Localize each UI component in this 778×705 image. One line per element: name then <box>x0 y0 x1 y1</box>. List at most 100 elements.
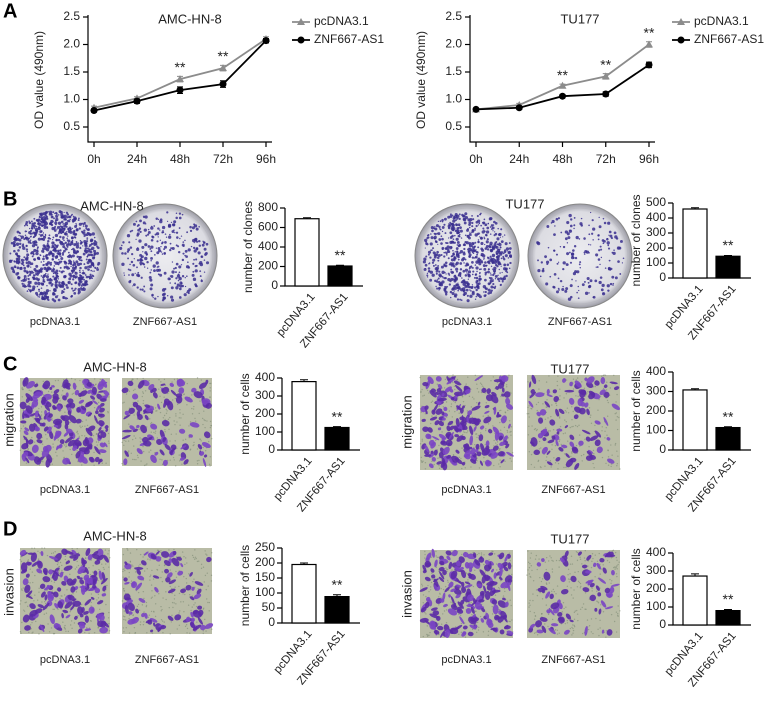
colony <box>156 266 159 268</box>
pore <box>576 425 579 428</box>
cell <box>123 593 131 601</box>
pore <box>137 400 139 402</box>
cell <box>94 456 100 463</box>
pore <box>454 401 456 404</box>
cell <box>459 416 467 421</box>
pore <box>203 410 205 412</box>
pore <box>499 429 502 431</box>
colony <box>608 230 612 234</box>
pore <box>20 600 22 602</box>
cell <box>427 427 433 433</box>
pore <box>176 421 178 423</box>
pore <box>508 420 511 422</box>
cell <box>445 431 452 436</box>
cell <box>506 451 514 457</box>
pore <box>527 561 530 564</box>
colony <box>444 261 448 265</box>
pore <box>501 392 503 394</box>
colony <box>161 253 164 255</box>
colony <box>194 284 198 287</box>
cell <box>102 585 107 592</box>
cell <box>81 606 85 613</box>
pore <box>34 594 36 596</box>
pore <box>510 434 512 436</box>
pore <box>142 377 144 380</box>
cell <box>431 409 436 415</box>
pore <box>558 439 561 441</box>
colony <box>476 270 478 273</box>
cell <box>204 623 214 629</box>
cell <box>422 426 429 432</box>
colony <box>438 238 442 241</box>
colony <box>489 279 493 283</box>
cell <box>77 628 83 634</box>
colony <box>53 229 57 232</box>
colony <box>459 226 462 230</box>
colony <box>200 279 203 283</box>
colony <box>580 224 584 227</box>
pore <box>510 573 513 576</box>
colony <box>68 259 71 263</box>
colony <box>29 239 32 241</box>
colony <box>119 246 123 250</box>
cell <box>469 425 474 436</box>
colony <box>60 232 62 235</box>
pore <box>101 579 104 581</box>
colony <box>463 243 466 245</box>
colony <box>463 262 465 264</box>
cell <box>169 382 175 387</box>
cell <box>140 424 148 434</box>
colony <box>599 276 603 279</box>
cell <box>29 609 38 617</box>
pore <box>474 569 476 572</box>
colony <box>589 211 592 214</box>
colony <box>434 232 437 236</box>
pore <box>92 571 94 573</box>
pore <box>128 632 131 634</box>
cell <box>145 619 152 624</box>
pore <box>510 604 512 607</box>
pore <box>188 425 190 427</box>
colony <box>160 251 163 253</box>
pore <box>194 602 196 604</box>
colony <box>193 242 195 244</box>
cell <box>431 456 436 462</box>
colony <box>121 262 125 266</box>
pore <box>64 444 66 446</box>
pore <box>133 414 135 416</box>
colony <box>598 249 601 252</box>
colony <box>84 224 88 228</box>
pore <box>124 616 126 618</box>
cell <box>85 548 91 557</box>
cell <box>528 381 532 388</box>
colony <box>588 224 590 227</box>
colony <box>150 260 152 262</box>
pore <box>173 459 175 461</box>
colony <box>493 220 496 224</box>
colony <box>60 292 63 295</box>
cell <box>40 591 46 598</box>
pore <box>546 441 549 443</box>
colony <box>453 259 456 262</box>
colony <box>436 279 439 281</box>
colony <box>452 249 454 252</box>
colony <box>80 287 84 291</box>
pore <box>557 468 559 470</box>
cell <box>69 402 76 409</box>
colony <box>52 272 55 275</box>
colony <box>537 259 539 262</box>
colony <box>45 296 49 299</box>
colony <box>607 221 611 225</box>
pore <box>162 597 164 599</box>
pore <box>598 398 600 401</box>
cell <box>198 382 207 390</box>
pore <box>431 400 434 402</box>
colony <box>31 227 34 230</box>
pore <box>452 381 454 384</box>
colony <box>42 232 45 234</box>
colony <box>443 223 446 226</box>
pore <box>572 410 574 413</box>
pore <box>173 548 175 551</box>
pore <box>149 559 151 561</box>
colony <box>16 266 20 270</box>
